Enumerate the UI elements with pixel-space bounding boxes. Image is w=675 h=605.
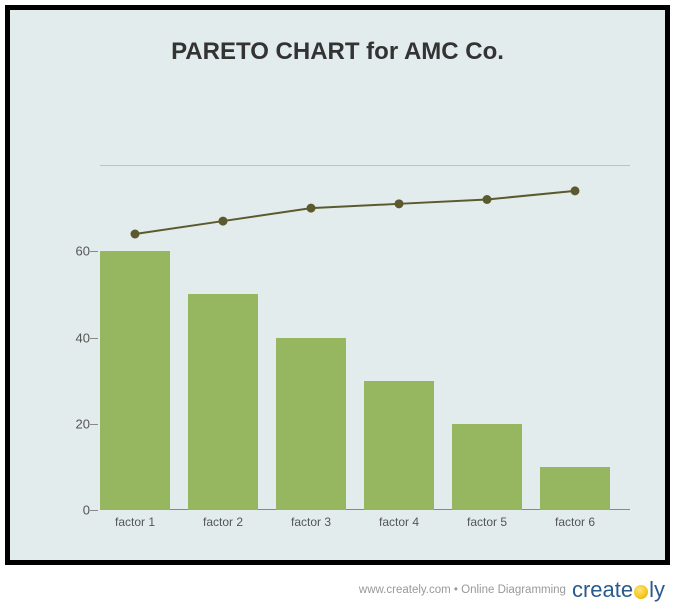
chart-title: PARETO CHART for AMC Co. [10, 38, 665, 66]
y-tick [90, 510, 98, 511]
logo-text-part2: ly [649, 577, 665, 603]
bar [540, 467, 610, 510]
line-marker [483, 195, 492, 204]
logo-text-part1: create [572, 577, 633, 603]
y-tick-label: 20 [60, 416, 90, 431]
y-tick [90, 251, 98, 252]
footer: www.creately.com • Online Diagramming cr… [359, 577, 665, 603]
y-tick-label: 40 [60, 330, 90, 345]
lightbulb-icon [634, 585, 648, 599]
line-marker [219, 217, 228, 226]
y-tick-label: 0 [60, 503, 90, 518]
plot-area: 0204060factor 1factor 2factor 3factor 4f… [100, 165, 630, 510]
x-tick-label: factor 6 [555, 515, 595, 529]
line-marker [131, 230, 140, 239]
creately-logo: create ly [572, 577, 665, 603]
bar [452, 424, 522, 510]
bar [276, 338, 346, 511]
line-marker [395, 199, 404, 208]
y-tick [90, 338, 98, 339]
x-tick-label: factor 3 [291, 515, 331, 529]
line-marker [571, 186, 580, 195]
x-tick-label: factor 5 [467, 515, 507, 529]
cumulative-line [135, 191, 575, 234]
line-marker [307, 204, 316, 213]
bar [100, 251, 170, 510]
y-tick-label: 60 [60, 244, 90, 259]
y-tick [90, 424, 98, 425]
bar [188, 294, 258, 510]
x-tick-label: factor 4 [379, 515, 419, 529]
plot-top-separator [100, 165, 630, 166]
x-tick-label: factor 1 [115, 515, 155, 529]
chart-frame: PARETO CHART for AMC Co. 0204060factor 1… [5, 5, 670, 565]
bar [364, 381, 434, 510]
footer-tagline: www.creately.com • Online Diagramming [359, 584, 566, 596]
x-tick-label: factor 2 [203, 515, 243, 529]
